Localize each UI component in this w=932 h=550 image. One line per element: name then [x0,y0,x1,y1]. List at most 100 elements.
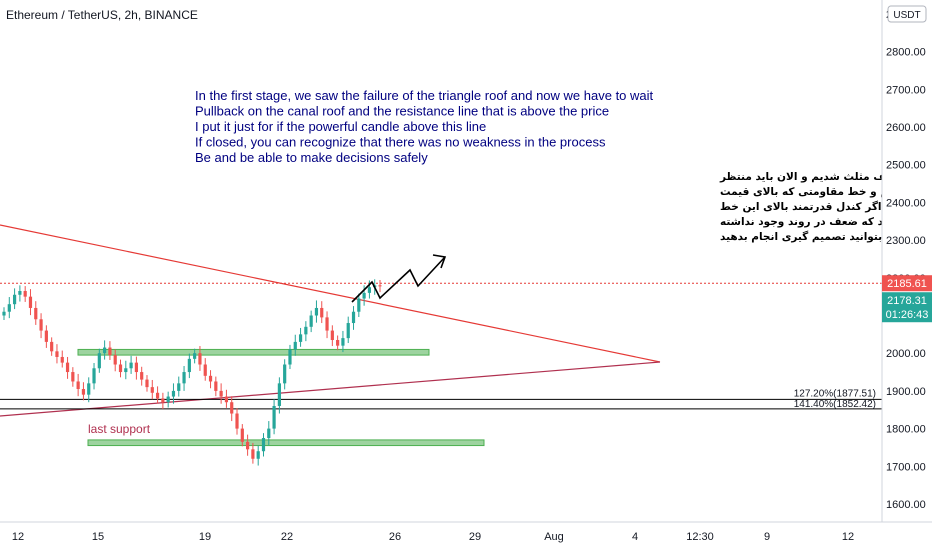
candle-body [182,372,186,384]
x-tick-label: 4 [632,531,638,543]
y-tick-label: 1800.00 [886,424,926,436]
candle-body [230,402,234,414]
candle-body [7,304,11,312]
candle-body [108,347,112,356]
candle-body [23,290,27,297]
candle-body [39,319,43,331]
candle-body [378,285,382,287]
candle-body [28,296,33,308]
candle-body [362,292,366,299]
candle-body [277,383,281,406]
x-tick-label: 29 [469,531,481,543]
candle-body [50,341,54,352]
projection-path [351,256,446,303]
candle-body [341,338,345,346]
candle-body [166,396,170,403]
candle-body [219,390,223,397]
last-support-zone-box [87,439,485,447]
candle-body [298,334,303,342]
persian-note-line: بسته بشود بتوانید تشخیص بدهید که ضعف در … [720,216,932,228]
candle-body [330,330,334,341]
alert-price-tag [882,275,932,292]
candle-body [34,307,38,320]
x-tick-label: 15 [92,531,104,543]
x-tick-label: 12 [12,531,24,543]
candle-body [198,353,202,365]
currency-button-label[interactable]: USDT [893,10,920,21]
x-tick-label: Aug [544,531,564,543]
candle-body [155,392,160,399]
candle-body [171,390,176,397]
english-note-line: If closed, you can recognize that there … [195,135,606,150]
candle-body [2,311,6,316]
x-tick-label: 26 [389,531,401,543]
y-tick-label: 2600.00 [886,122,926,134]
candle-body [346,323,350,339]
candle-body [193,353,197,359]
last-price-tag-label: 2178.31 [887,295,927,307]
alert-price-tag-label: 2185.61 [887,278,927,290]
currency-button[interactable] [887,5,927,23]
candle-body [314,307,319,316]
candle-body [214,381,218,391]
candle-body [283,364,287,384]
candle-body [320,307,324,318]
candle-body [256,451,260,459]
candle-body [293,341,297,350]
persian-note-line: باشد و با خیال راحت بتوانید تصمیم گیری ا… [720,230,932,243]
english-note-line: Be and be able to make decisions safely [195,150,428,165]
fib-141-label: 141.40%(1852.42) [794,399,876,410]
candle-body [187,358,191,373]
x-tick-label: 12 [842,531,854,543]
candle-body [71,372,75,382]
y-tick-label: 1600.00 [886,499,926,511]
candle-body [113,355,117,365]
x-tick-label: 19 [199,531,211,543]
candle-body [161,398,165,403]
x-tick-label: 12:30 [686,531,714,543]
y-tick-label: 1900.00 [886,386,926,398]
last-support-label: last support [88,422,151,436]
price-axis[interactable] [882,0,932,522]
y-tick-label: 2300.00 [886,235,926,247]
candle-body [103,347,107,354]
last-price-tag [882,292,932,323]
fib-127-label: 127.20%(1877.51) [794,388,876,399]
candle-body [44,330,48,342]
y-tick-label: 2800.00 [886,47,926,59]
time-axis[interactable] [0,522,932,550]
projection-arrowhead-icon [432,254,447,269]
candle-body [76,381,80,390]
candle-body [357,298,361,312]
candle-body [65,362,70,373]
triangle-floor-trendline [0,361,661,417]
candle-body [18,290,22,295]
candle-body [97,353,101,369]
candle-body [272,405,276,429]
candle-body [208,375,213,382]
x-tick-label: 9 [764,531,770,543]
candle-body [203,364,207,376]
candle-body [81,389,86,395]
y-tick-label: 2400.00 [886,197,926,209]
y-tick-label: 2000.00 [886,348,926,360]
candle-body [261,438,266,452]
countdown-label: 01:26:43 [886,309,929,321]
y-tick-label: 2500.00 [886,160,926,172]
candle-body [267,428,271,439]
triangle-roof-trendline [0,224,661,363]
resistance-zone-box [77,348,430,356]
candle-body [92,368,96,384]
english-note-line: I put it just for if the powerful candle… [195,119,486,134]
persian-note-line: پولبک بر روی سقف کانال باشیم و خط مقاومت… [720,186,932,198]
candle-body [288,349,292,365]
x-tick-label: 22 [281,531,293,543]
candle-body [367,287,372,293]
english-note-line: In the first stage, we saw the failure o… [195,88,654,103]
candle-body [118,364,123,373]
candle-body [177,383,181,391]
candle-body [55,351,59,357]
candle-body [150,387,154,393]
